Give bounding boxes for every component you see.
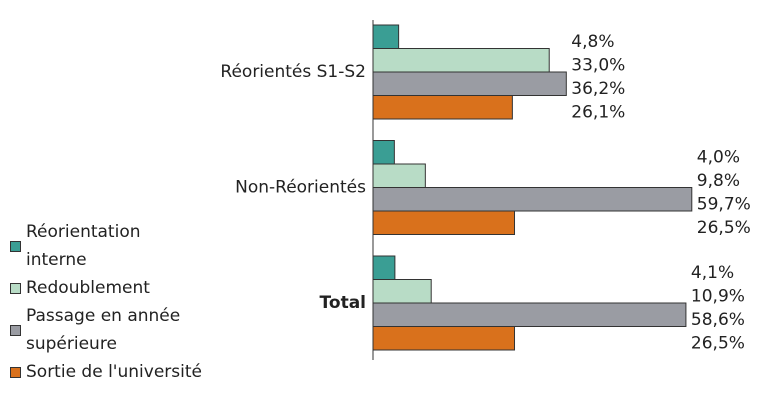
value-label: 4,8% xyxy=(571,32,614,52)
legend-item: Redoublement xyxy=(10,274,240,302)
legend-swatch xyxy=(10,282,21,294)
category-label: Total xyxy=(320,293,366,313)
category-label: Non-Réorientés xyxy=(235,178,366,198)
legend-swatch xyxy=(10,324,21,336)
legend-label: Sortie de l'université xyxy=(26,362,202,382)
bar xyxy=(372,210,516,235)
legend-label: Passage en année supérieure xyxy=(26,306,181,354)
legend-item: Passage en année supérieure xyxy=(10,302,240,358)
bar xyxy=(372,187,693,212)
bar xyxy=(372,302,687,327)
bar xyxy=(372,279,432,304)
bar xyxy=(372,326,516,351)
value-label: 26,5% xyxy=(697,218,751,238)
bar xyxy=(372,48,550,73)
legend: Réorientation interne Redoublement Passage… xyxy=(10,218,240,386)
bar xyxy=(372,140,395,165)
category-label: Réorientés S1-S2 xyxy=(220,62,366,82)
value-label: 36,2% xyxy=(571,79,625,99)
value-label: 59,7% xyxy=(697,194,751,214)
value-label: 58,6% xyxy=(691,310,745,330)
value-label: 26,5% xyxy=(691,333,745,353)
bar xyxy=(372,95,513,120)
legend-item: Sortie de l'université xyxy=(10,358,240,386)
value-label: 4,1% xyxy=(691,263,734,283)
legend-swatch xyxy=(10,366,21,378)
bar xyxy=(372,71,567,96)
value-label: 26,1% xyxy=(571,102,625,122)
bar xyxy=(372,24,400,49)
value-label: 33,0% xyxy=(571,55,625,75)
legend-swatch xyxy=(10,240,21,252)
value-label: 9,8% xyxy=(697,171,740,191)
legend-label: Redoublement xyxy=(26,278,150,298)
legend-label: Réorientation interne xyxy=(26,222,141,270)
value-label: 10,9% xyxy=(691,286,745,306)
value-label: 4,0% xyxy=(697,147,740,167)
bar xyxy=(372,163,426,188)
bar xyxy=(372,255,396,280)
legend-item: Réorientation interne xyxy=(10,218,240,274)
